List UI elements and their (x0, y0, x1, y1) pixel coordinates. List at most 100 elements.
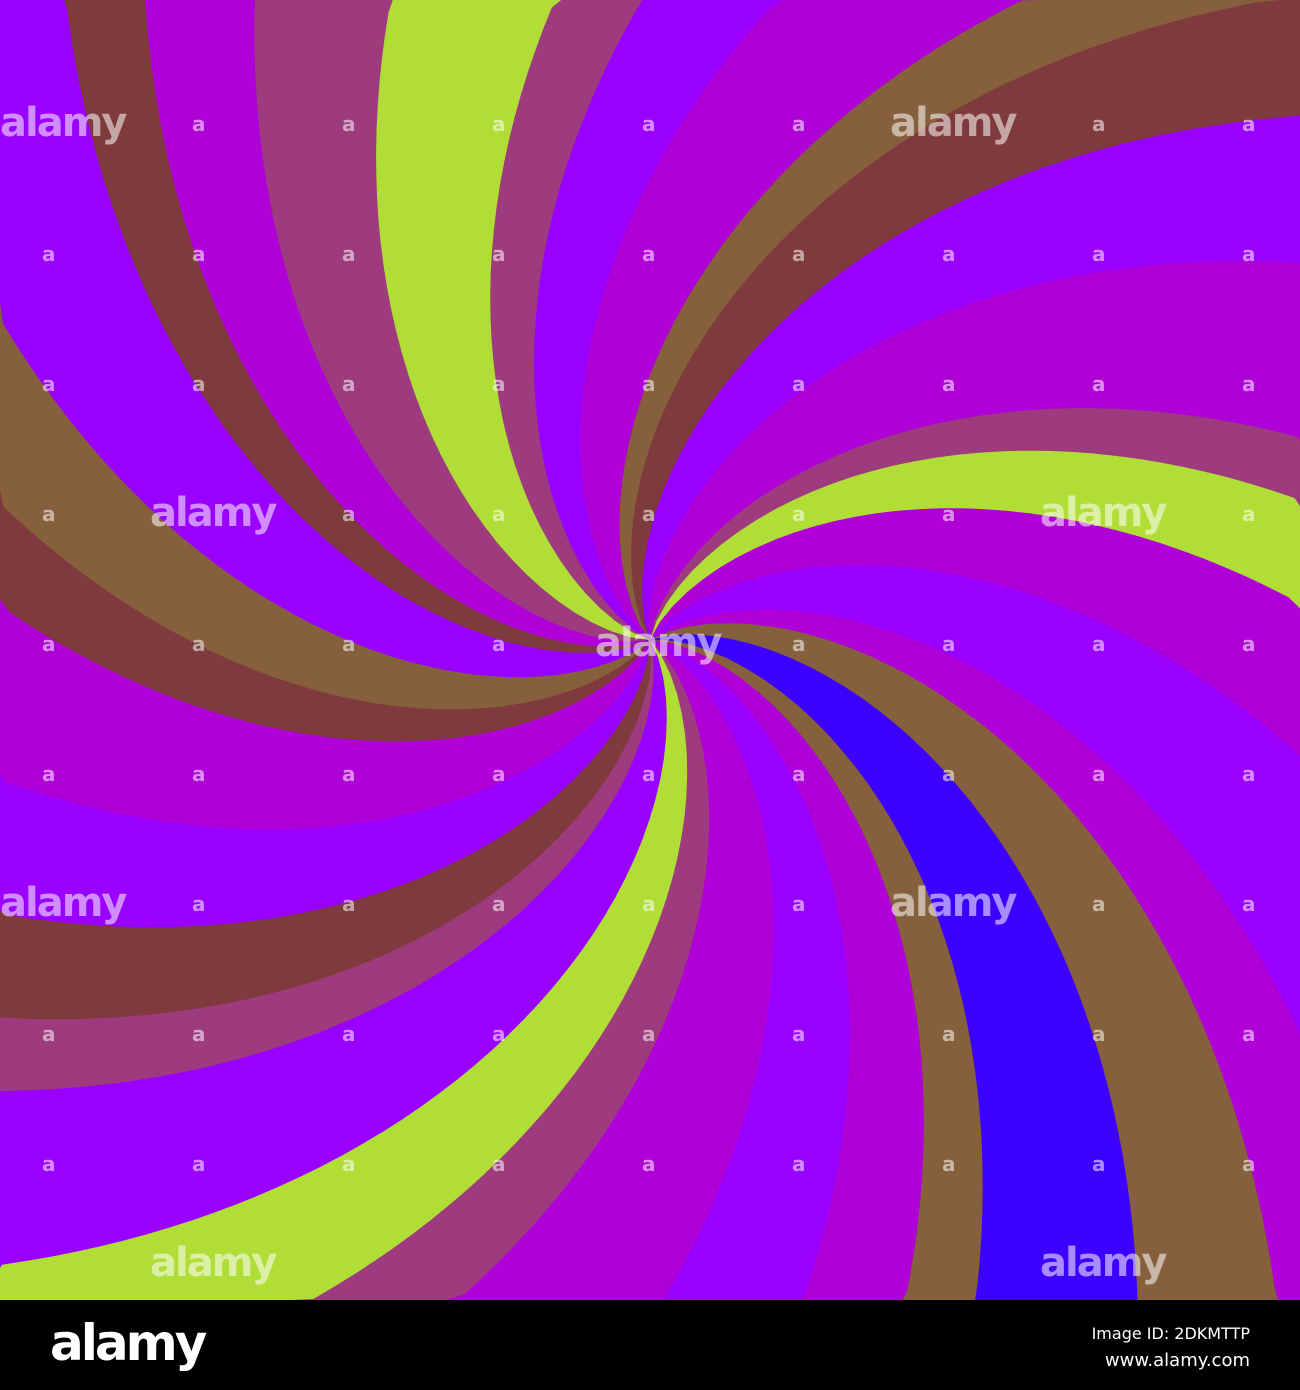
swirl-band (580, 0, 1300, 640)
watermark-mark: a (192, 242, 206, 266)
watermark-mark: a (942, 1152, 956, 1176)
watermark-mark: a (42, 632, 56, 656)
watermark-mark: a (1092, 632, 1106, 656)
watermark-mark: a (1092, 372, 1106, 396)
swirl-band (650, 403, 1300, 809)
watermark-mark: a (492, 372, 506, 396)
swirl-band (272, 640, 850, 1300)
watermark: alamy (0, 100, 127, 146)
swirl-band (142, 0, 651, 647)
image-id: Image ID: 2DKMTTP (1091, 1324, 1250, 1343)
swirl-band (648, 260, 1300, 684)
watermark-mark: a (1092, 1152, 1106, 1176)
watermark-mark: a (942, 1022, 956, 1046)
watermark-mark: a (1242, 372, 1256, 396)
swirl-band (0, 640, 710, 1300)
footer-bar: alamy Image ID: 2DKMTTP www.alamy.com (0, 1300, 1300, 1390)
watermark-mark: a (792, 892, 806, 916)
watermark-mark: a (792, 1152, 806, 1176)
watermark-mark: a (1092, 762, 1106, 786)
watermark-mark: a (492, 762, 506, 786)
swirl-band (254, 0, 650, 642)
watermark-mark: a (792, 1022, 806, 1046)
watermark-mark: a (42, 502, 56, 526)
watermark-mark: a (492, 892, 506, 916)
swirl-artwork (0, 0, 1300, 1300)
swirl-band (642, 113, 1300, 640)
swirl-band (0, 640, 667, 1277)
alamy-logo[interactable]: alamy (50, 1314, 207, 1372)
watermark-mark: a (192, 762, 206, 786)
watermark-mark: a (642, 372, 656, 396)
swirl-band (650, 450, 1300, 989)
watermark-mark: a (192, 112, 206, 136)
swirl-band (0, 471, 650, 928)
swirl-band (57, 0, 650, 653)
watermark: alamy (0, 880, 127, 926)
watermark-mark: a (42, 1152, 56, 1176)
swirl-band (511, 640, 924, 1300)
watermark-mark: a (492, 1022, 506, 1046)
watermark: alamy (890, 100, 1017, 146)
watermark: alamy (1040, 490, 1167, 536)
watermark-mark: a (342, 1152, 356, 1176)
watermark-mark: a (642, 762, 656, 786)
watermark-mark: a (42, 1022, 56, 1046)
watermark-mark: a (342, 892, 356, 916)
watermark-mark: a (192, 892, 206, 916)
swirl-band (0, 179, 650, 830)
watermark-mark: a (642, 242, 656, 266)
swirl-band (650, 623, 1287, 1300)
watermark-mark: a (1242, 1022, 1256, 1046)
swirl-band (650, 640, 983, 1300)
watermark-mark: a (1242, 892, 1256, 916)
watermark-mark: a (42, 372, 56, 396)
swirl-band (490, 0, 1056, 640)
watermark-mark: a (192, 1022, 206, 1046)
swirl-band (0, 0, 650, 678)
watermark-mark: a (642, 112, 656, 136)
watermark: alamy (150, 1240, 277, 1286)
watermark-mark: a (642, 1152, 656, 1176)
watermark-mark: a (642, 1022, 656, 1046)
watermark-mark: a (342, 762, 356, 786)
watermark-mark: a (192, 372, 206, 396)
watermark-mark: a (342, 1022, 356, 1046)
watermark-mark: a (1242, 632, 1256, 656)
watermark-mark: a (1242, 112, 1256, 136)
watermark-mark: a (1092, 892, 1106, 916)
watermark-mark: a (642, 502, 656, 526)
watermark-mark: a (342, 242, 356, 266)
watermark-mark: a (1092, 242, 1106, 266)
watermark-mark: a (192, 632, 206, 656)
watermark-mark: a (1092, 1022, 1106, 1046)
watermark: alamy (150, 490, 277, 536)
site-url[interactable]: www.alamy.com (1104, 1350, 1250, 1371)
watermark-mark: a (492, 632, 506, 656)
swirl-band (650, 508, 1300, 1212)
swirl-band (650, 565, 1300, 1300)
watermark-mark: a (42, 762, 56, 786)
watermark: alamy (595, 620, 722, 666)
watermark-mark: a (492, 502, 506, 526)
swirl-band (0, 0, 650, 710)
watermark-mark: a (342, 372, 356, 396)
swirl-band (3, 640, 774, 1300)
watermark-mark: a (1242, 502, 1256, 526)
watermark-mark: a (792, 502, 806, 526)
watermark-mark: a (342, 632, 356, 656)
watermark: alamy (890, 880, 1017, 926)
watermark-mark: a (42, 242, 56, 266)
watermark-mark: a (1242, 1152, 1256, 1176)
swirl-band (650, 609, 1300, 1300)
watermark-mark: a (1242, 762, 1256, 786)
watermark-mark: a (942, 372, 956, 396)
watermark-mark: a (492, 1152, 506, 1176)
watermark-mark: a (942, 632, 956, 656)
watermark-mark: a (492, 112, 506, 136)
swirl-band (534, 0, 1247, 640)
watermark-mark: a (792, 372, 806, 396)
swirl-band (631, 0, 1300, 640)
watermark-mark: a (492, 242, 506, 266)
swirl-band (0, 640, 654, 1092)
